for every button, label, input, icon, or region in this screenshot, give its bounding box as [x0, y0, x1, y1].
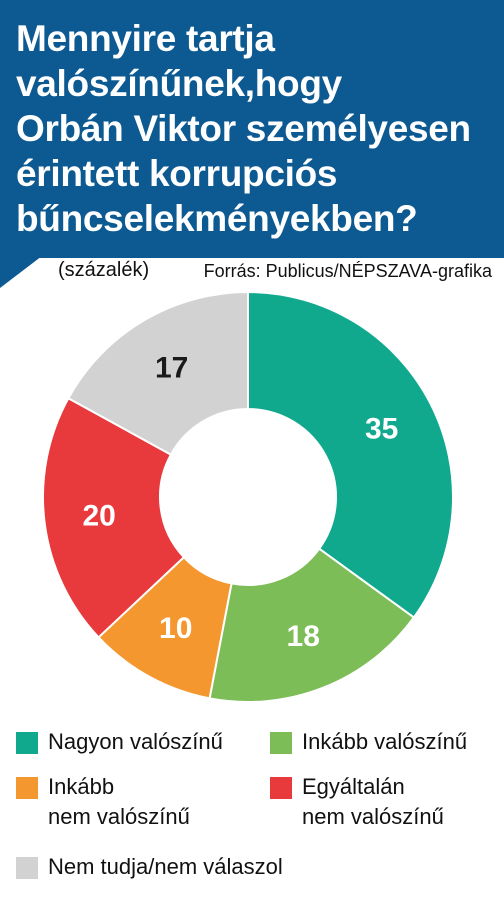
- legend-swatch: [16, 857, 38, 879]
- legend-item-nem-tudja: Nem tudja/nem válaszol: [16, 852, 283, 882]
- legend-text: Nagyon valószínű: [48, 729, 223, 754]
- donut-slice: [208, 547, 416, 703]
- legend-text: Inkább: [48, 774, 115, 799]
- title-line: Orbán Viktor személyesen: [16, 108, 471, 149]
- legend-item-egyaltalan: Egyáltalán nem valószínű: [270, 772, 444, 832]
- donut-chart: 35 18 10 20 17: [42, 290, 454, 703]
- legend-label: Inkább valószínű: [302, 727, 467, 757]
- banner-notch: [0, 256, 42, 288]
- legend-item-inkabb-nem: Inkább nem valószínű: [16, 772, 190, 832]
- legend-swatch: [16, 732, 38, 754]
- donut-slice: [247, 290, 454, 619]
- unit-label: (százalék): [58, 259, 150, 281]
- legend-swatch: [270, 777, 292, 799]
- legend-swatch: [16, 777, 38, 799]
- legend-item-nagyon: Nagyon valószínű: [16, 727, 223, 757]
- legend-label: Nagyon valószínű: [48, 727, 223, 757]
- legend-text: nem valószínű: [302, 804, 444, 829]
- title-line: bűncselekményekben?: [16, 198, 418, 239]
- legend-label: Inkább nem valószínű: [48, 772, 190, 832]
- donut-slice: [66, 290, 249, 456]
- slice-value-label: 35: [365, 412, 398, 445]
- donut-slice: [42, 396, 186, 639]
- legend-text: Egyáltalán: [302, 774, 405, 799]
- legend-text: Inkább valószínű: [302, 729, 468, 754]
- title-line: Mennyire tartja: [16, 18, 275, 59]
- slice-value-label: 18: [287, 620, 320, 653]
- title-line: érintett korrupciós: [16, 153, 338, 194]
- title-banner: Mennyire tartja valószínűnek,hogy Orbán …: [0, 0, 504, 258]
- legend-swatch: [270, 732, 292, 754]
- legend-label: Egyáltalán nem valószínű: [302, 772, 444, 832]
- legend-text: Nem tudja/nem válaszol: [48, 854, 283, 879]
- legend-item-inkabb: Inkább valószínű: [270, 727, 467, 757]
- legend-text: nem valószínű: [48, 804, 190, 829]
- slice-value-label: 17: [155, 351, 188, 384]
- legend-label: Nem tudja/nem válaszol: [48, 852, 283, 882]
- title-line: valószínűnek,hogy: [16, 63, 342, 104]
- source-credit: Forrás: Publicus/NÉPSZAVA-grafika: [203, 261, 492, 281]
- chart-title: Mennyire tartja valószínűnek,hogy Orbán …: [16, 16, 496, 241]
- slice-value-label: 10: [159, 612, 192, 645]
- slice-value-label: 20: [82, 499, 115, 532]
